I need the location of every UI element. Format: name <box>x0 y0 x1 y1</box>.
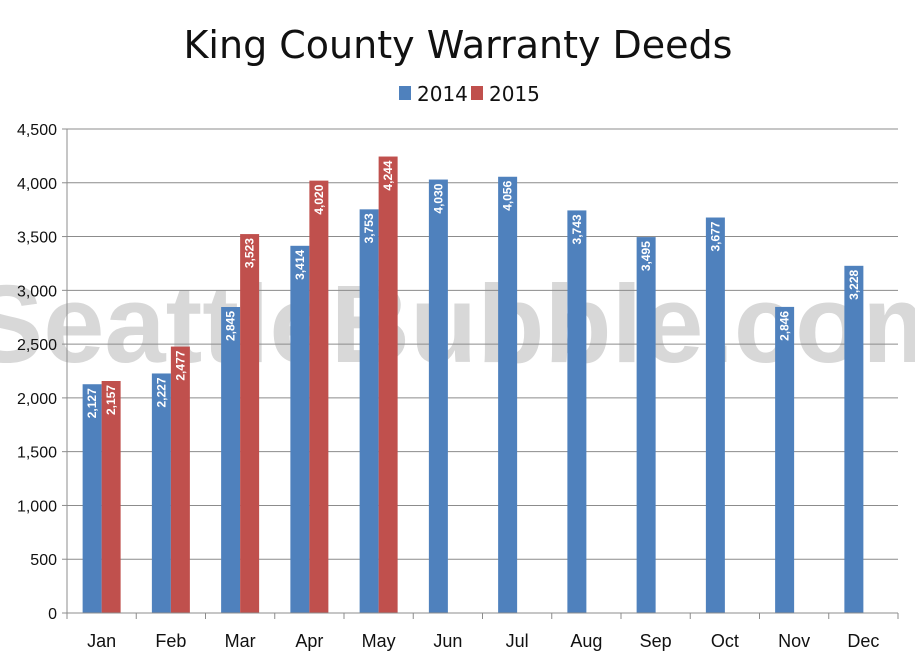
legend: 2014 2015 <box>399 82 540 106</box>
legend-label-2015: 2015 <box>489 82 540 106</box>
data-labels: 2,127 2,157 2,227 2,477 2,845 3,523 3,414 4,020… <box>85 160 861 418</box>
y-tick-label: 1,000 <box>17 498 57 515</box>
x-tick-label: Sep <box>640 631 672 651</box>
bar-2014-Dec <box>844 265 864 613</box>
bars <box>82 156 864 614</box>
data-label: 4,020 <box>312 184 326 214</box>
x-tick-label: Apr <box>295 631 323 651</box>
bar-2014-May <box>359 209 379 613</box>
data-label: 3,523 <box>243 238 257 268</box>
watermark: SeattleBubble.com <box>0 263 915 386</box>
y-tick-label: 2,500 <box>17 337 57 354</box>
y-tick-label: 4,500 <box>17 122 57 139</box>
axes: 0 500 1,000 1,500 2,000 2,500 3,000 3,500 4,000 4… <box>17 122 899 651</box>
y-tick-label: 0 <box>48 606 57 623</box>
bar-2015-Apr <box>309 180 329 614</box>
bar-2014-Apr <box>290 245 310 613</box>
bar-2014-Aug <box>567 210 587 613</box>
data-label: 3,228 <box>847 269 861 299</box>
bar-2014-Jun <box>428 179 448 613</box>
x-tick-label: Feb <box>155 631 186 651</box>
data-label: 3,743 <box>570 214 584 244</box>
y-tick-label: 3,500 <box>17 230 57 247</box>
chart-title: King County Warranty Deeds <box>184 23 733 67</box>
x-tick-label: Aug <box>570 631 602 651</box>
x-tick-label: Oct <box>711 631 739 651</box>
bar-2015-May <box>378 156 398 613</box>
y-tick-label: 500 <box>30 552 57 569</box>
data-label: 2,477 <box>173 350 187 380</box>
data-label: 4,244 <box>381 160 395 190</box>
data-label: 2,846 <box>778 311 792 341</box>
data-label: 3,753 <box>362 213 376 243</box>
x-tick-label: Jul <box>506 631 529 651</box>
legend-swatch-2014 <box>399 86 411 100</box>
x-tick-label: May <box>362 631 396 651</box>
legend-label-2014: 2014 <box>417 82 468 106</box>
bar-2015-Mar <box>240 234 260 613</box>
bar-2015-Jan <box>101 381 121 613</box>
data-label: 4,030 <box>431 183 445 213</box>
y-tick-label: 4,000 <box>17 176 57 193</box>
bar-2014-Jul <box>498 176 518 613</box>
data-label: 2,127 <box>85 388 99 418</box>
y-tick-label: 2,000 <box>17 391 57 408</box>
bar-2014-Feb <box>151 373 171 613</box>
bar-2014-Nov <box>775 306 795 613</box>
data-label: 2,227 <box>154 377 168 407</box>
data-label: 3,495 <box>639 241 653 271</box>
y-tick-label: 3,000 <box>17 283 57 300</box>
data-label: 2,845 <box>224 311 238 341</box>
bar-2014-Oct <box>705 217 725 613</box>
y-tick-label: 1,500 <box>17 445 57 462</box>
bar-2014-Mar <box>221 307 241 613</box>
bar-2014-Sep <box>636 237 656 614</box>
x-tick-label: Jun <box>433 631 462 651</box>
x-tick-label: Nov <box>778 631 810 651</box>
data-label: 2,157 <box>104 385 118 415</box>
data-label: 3,677 <box>708 221 722 251</box>
bar-2015-Feb <box>170 346 190 613</box>
x-tick-label: Mar <box>225 631 256 651</box>
legend-swatch-2015 <box>471 86 483 100</box>
data-label: 4,056 <box>501 180 515 210</box>
x-tick-label: Jan <box>87 631 116 651</box>
gridlines <box>67 128 898 560</box>
x-tick-label: Dec <box>847 631 879 651</box>
data-label: 3,414 <box>293 249 307 279</box>
bar-2014-Jan <box>82 384 102 613</box>
